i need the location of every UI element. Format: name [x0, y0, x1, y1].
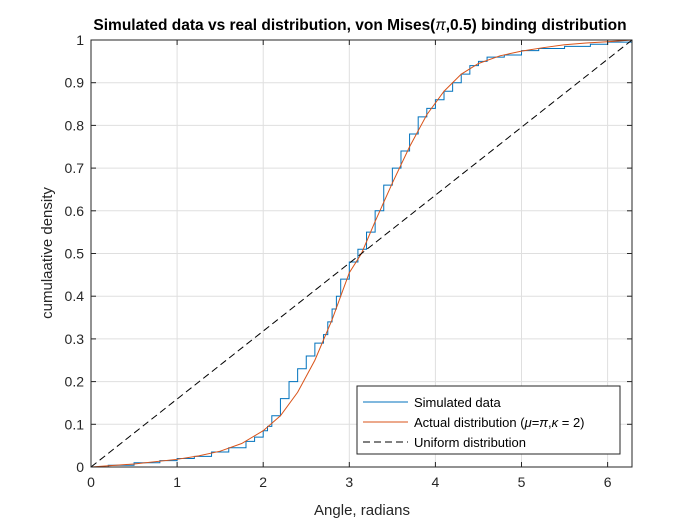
legend-actual-comma: ,	[548, 415, 552, 430]
y-tick-label: 0.9	[65, 75, 85, 91]
x-tick-label: 3	[345, 474, 353, 490]
series-layer	[90, 39, 633, 468]
x-tick-label: 4	[432, 474, 440, 490]
title-part-1: Simulated data vs real distribution, von…	[93, 17, 436, 34]
legend-box	[356, 385, 621, 455]
y-tick-label: 0.8	[65, 117, 85, 133]
legend-actual-kappa: κ	[552, 415, 560, 430]
y-tick-label: 1	[76, 32, 84, 48]
legend-actual-eq: =	[532, 415, 540, 430]
tick-marks	[90, 39, 632, 468]
y-tick-label: 0.3	[65, 331, 85, 347]
series-uniform-distribution	[90, 39, 633, 468]
title-part-pi: π	[435, 17, 446, 34]
series-actual-distribution	[90, 39, 633, 468]
x-tick-label: 1	[173, 474, 181, 490]
title-part-2: ,0.5) binding distribution	[446, 17, 627, 34]
x-axis-label: Angle, radians	[314, 502, 410, 519]
x-tick-label: 2	[259, 474, 267, 490]
legend-actual-part-1: Actual distribution (	[414, 415, 525, 430]
legend-label-simulated: Simulated data	[414, 395, 501, 410]
x-tick-label: 6	[604, 474, 612, 490]
y-tick-label: 0.4	[65, 288, 85, 304]
y-tick-label: 0.5	[65, 246, 85, 262]
y-tick-label: 0	[76, 459, 84, 475]
legend: Simulated data Actual distribution (μ=π,…	[356, 385, 621, 455]
legend-actual-end: = 2)	[558, 415, 584, 430]
y-tick-label: 0.6	[65, 203, 85, 219]
legend-actual-mu: μ	[524, 415, 532, 430]
x-tick-label: 5	[518, 474, 526, 490]
legend-label-uniform: Uniform distribution	[414, 435, 526, 450]
legend-actual-pi: π	[539, 415, 548, 430]
x-tick-labels: 0 1 2 3 4 5 6	[87, 474, 612, 490]
y-tick-labels: 0 0.1 0.2 0.3 0.4 0.5 0.6 0.7 0.8 0.9 1	[65, 32, 85, 475]
y-tick-label: 0.2	[65, 374, 85, 390]
legend-label-actual: Actual distribution (μ=π,κ = 2)	[414, 415, 585, 430]
y-tick-label: 0.7	[65, 160, 85, 176]
y-tick-label: 0.1	[65, 416, 85, 432]
y-axis-label: cumulaative density	[39, 187, 56, 319]
x-tick-label: 0	[87, 474, 95, 490]
chart-title: Simulated data vs real distribution, von…	[93, 17, 626, 34]
